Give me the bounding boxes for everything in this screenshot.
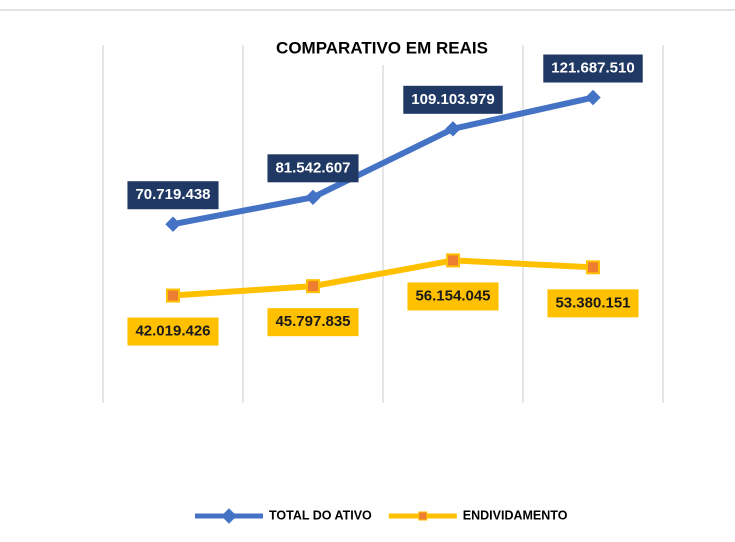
marker	[305, 189, 321, 206]
data-label: 45.797.835	[275, 313, 350, 330]
data-label: 109.103.979	[411, 91, 494, 108]
title-box	[246, 33, 516, 65]
data-label-box	[127, 317, 219, 346]
marker	[165, 216, 181, 232]
legend-label: ENDIVIDAMENTO	[463, 508, 568, 522]
marker	[221, 508, 237, 524]
data-label: 56.154.045	[415, 287, 490, 304]
data-label-box	[547, 289, 639, 318]
data-label: 42.019.426	[135, 323, 210, 340]
marker	[586, 260, 600, 275]
data-label: 53.380.151	[555, 294, 630, 311]
series-line	[172, 257, 594, 299]
data-label-box	[403, 85, 503, 114]
marker	[585, 89, 601, 106]
legend-marker	[418, 511, 428, 521]
series-line	[172, 94, 594, 228]
marker	[445, 121, 461, 137]
legend-label: TOTAL DO ATIVO	[269, 508, 372, 522]
data-label: 121.687.510	[551, 59, 634, 76]
marker	[446, 253, 460, 268]
data-label: 81.542.607	[275, 159, 350, 176]
data-label-box	[543, 54, 643, 83]
data-label-box	[267, 308, 359, 337]
data-label-box	[407, 282, 499, 311]
data-label-box	[267, 154, 359, 183]
marker	[166, 288, 180, 303]
chart-title: COMPARATIVO EM REAIS	[276, 38, 488, 57]
data-label: 70.719.438	[135, 186, 210, 203]
marker	[306, 279, 320, 294]
data-label-box	[127, 181, 219, 210]
